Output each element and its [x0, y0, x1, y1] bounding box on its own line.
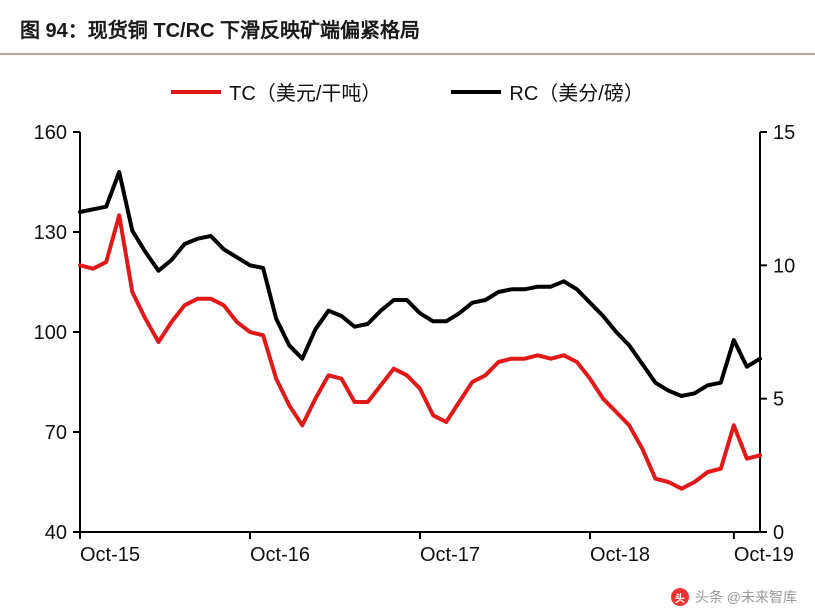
svg-text:70: 70: [45, 422, 67, 444]
chart-area: 40 70 100 130 160 0 5 10 15 Oct-15 Oct-16 Oct-17 Oct…: [0, 112, 815, 592]
legend-item-tc: TC（美元/干吨）: [171, 77, 381, 106]
chart-legend: TC（美元/干吨） RC（美分/磅）: [0, 77, 815, 106]
svg-text:100: 100: [34, 322, 67, 344]
svg-text:Oct-18: Oct-18: [590, 544, 650, 566]
figure-94: 图 94：现货铜 TC/RC 下滑反映矿端偏紧格局 TC（美元/干吨） RC（美…: [0, 0, 815, 613]
watermark-text: 头条 @未来智库: [695, 587, 797, 607]
svg-text:Oct-17: Oct-17: [420, 544, 480, 566]
legend-label-tc: TC（美元/干吨）: [229, 77, 381, 106]
svg-text:Oct-16: Oct-16: [250, 544, 310, 566]
svg-text:0: 0: [773, 522, 784, 544]
series-tc: [80, 215, 760, 488]
legend-label-rc: RC（美分/磅）: [509, 77, 643, 106]
svg-text:40: 40: [45, 522, 67, 544]
svg-text:Oct-19: Oct-19: [734, 544, 794, 566]
source-logo-icon: 头: [671, 588, 689, 606]
legend-item-rc: RC（美分/磅）: [451, 77, 643, 106]
svg-text:160: 160: [34, 122, 67, 144]
svg-text:130: 130: [34, 222, 67, 244]
chart-title: 图 94：现货铜 TC/RC 下滑反映矿端偏紧格局: [0, 0, 815, 55]
svg-text:10: 10: [773, 255, 795, 277]
svg-text:5: 5: [773, 389, 784, 411]
legend-swatch-rc: [451, 90, 501, 94]
series-rc: [80, 172, 760, 396]
watermark: 头 头条 @未来智库: [671, 587, 797, 607]
legend-swatch-tc: [171, 90, 221, 94]
svg-text:Oct-15: Oct-15: [80, 544, 140, 566]
svg-text:15: 15: [773, 122, 795, 144]
line-chart-svg: 40 70 100 130 160 0 5 10 15 Oct-15 Oct-16 Oct-17 Oct…: [0, 112, 815, 592]
